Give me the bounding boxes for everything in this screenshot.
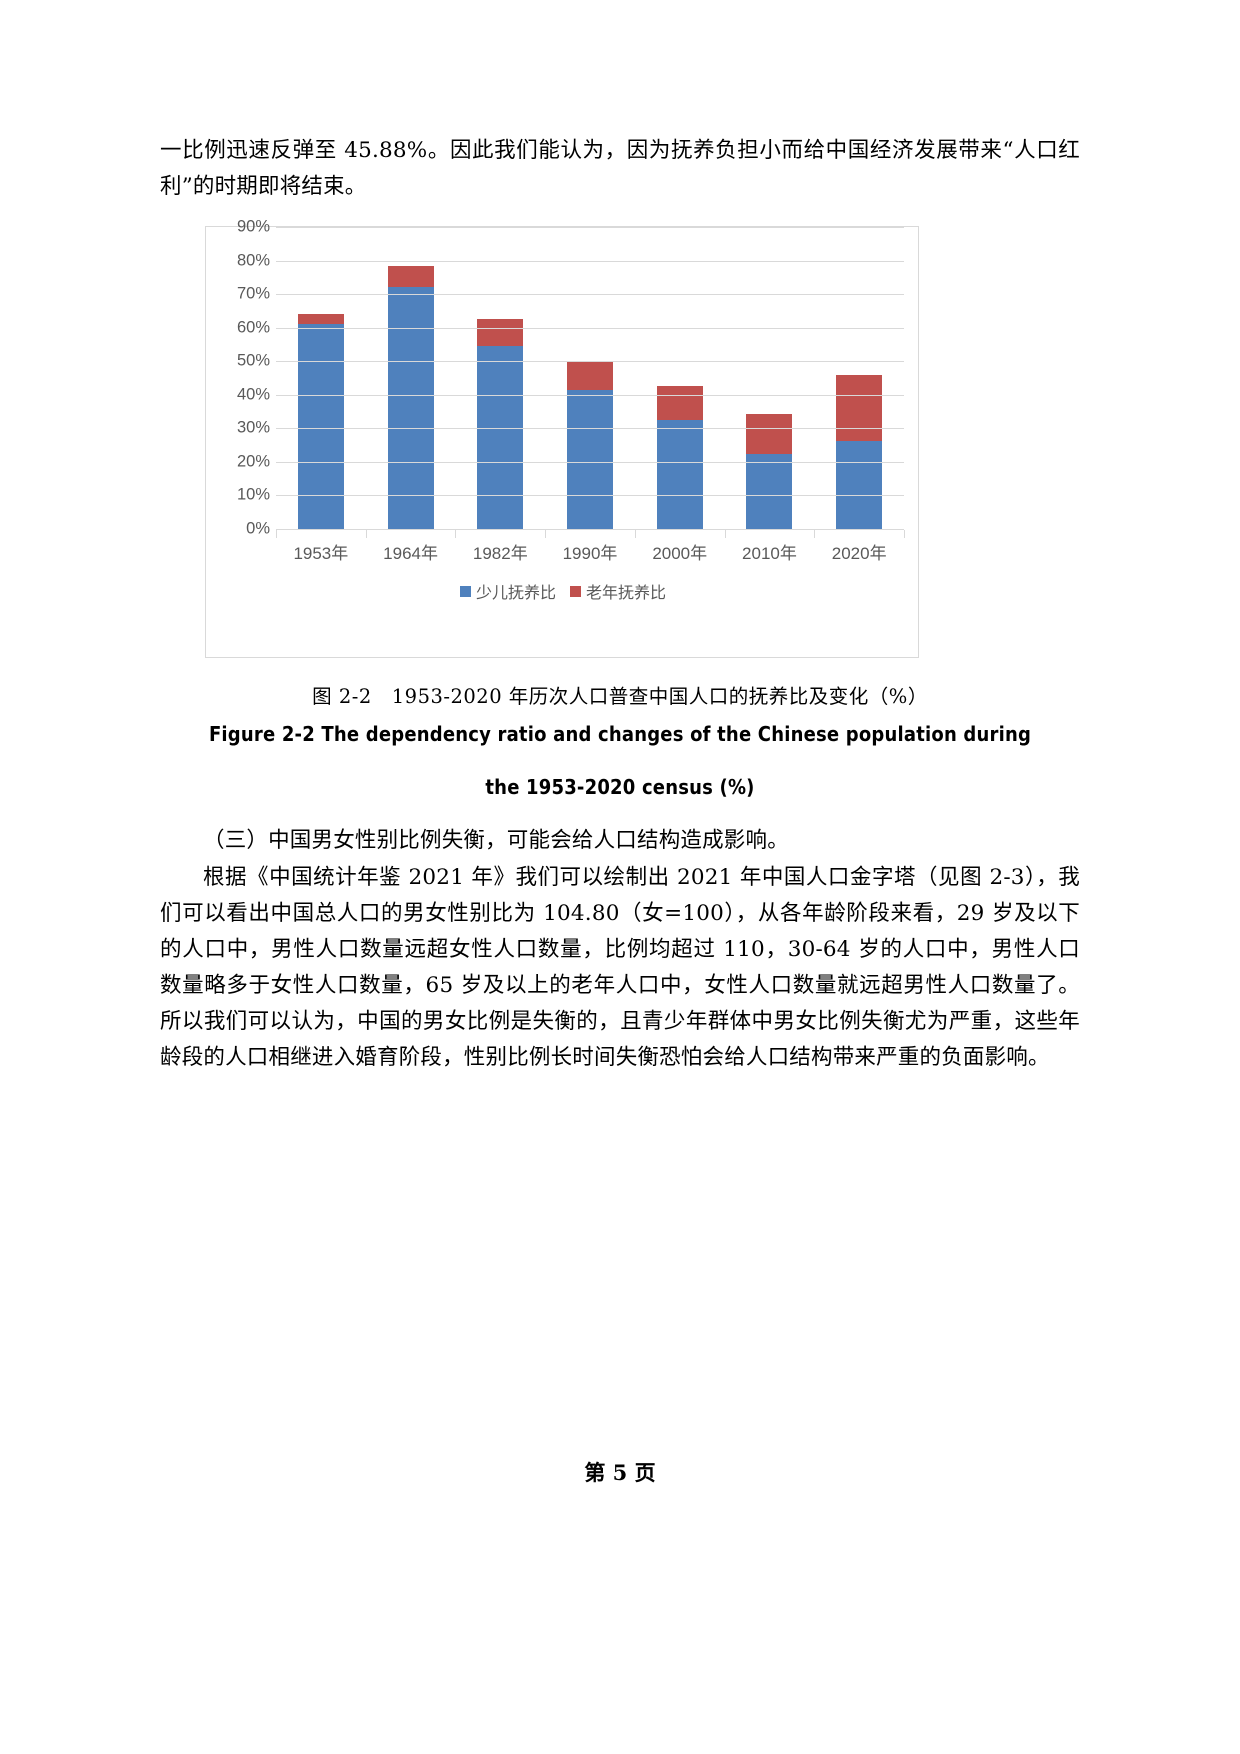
chart-gridline: [276, 294, 904, 296]
x-axis-category-label: 1982年: [472, 544, 528, 563]
bar-segment-child: [836, 441, 883, 529]
y-axis-tick-label: 0%: [246, 519, 270, 538]
legend-label: 少儿抚养比: [475, 585, 556, 602]
chart-gridline: [276, 394, 904, 396]
y-axis-tick-label: 80%: [236, 251, 270, 270]
x-axis-category-label: 1990年: [562, 544, 618, 563]
bar-segment-elderly: [477, 318, 524, 346]
bar-segment-child: [656, 419, 703, 529]
chart-bar-stack: [836, 375, 883, 529]
chart-plot-area: [276, 227, 904, 530]
y-axis-tick-label: 50%: [236, 351, 270, 370]
y-axis-tick-label: 10%: [236, 485, 270, 504]
chart-bar-slot: [635, 227, 725, 529]
bar-segment-elderly: [567, 361, 614, 390]
chart-bar-slot: [276, 227, 366, 529]
page-footer: 第 5 页: [584, 1460, 656, 1485]
y-axis-labels: 90% 80% 70% 60% 50% 40% 30% 20% 10% 0%: [218, 218, 270, 538]
figure-caption-english-line2: the 1953-2020 census (%): [485, 775, 755, 799]
chart-bar-stack: [387, 265, 434, 529]
chart-bar-stack: [567, 361, 614, 529]
legend-item: 少儿抚养比: [459, 579, 556, 603]
bar-segment-elderly: [836, 375, 883, 442]
x-axis-category-label: 2010年: [742, 544, 797, 563]
chart-plot-wrap: 90% 80% 70% 60% 50% 40% 30% 20% 10% 0% 1953年 1964年…: [206, 218, 920, 567]
y-axis-tick-label: 70%: [236, 284, 270, 303]
chart-bar-slot: [725, 227, 815, 529]
y-axis-tick-label: 40%: [236, 385, 270, 404]
x-axis-tick: [814, 530, 904, 538]
chart-bar-stack: [746, 414, 793, 529]
bar-segment-child: [297, 324, 344, 529]
legend-swatch-icon: [570, 585, 581, 597]
chart-gridline: [276, 227, 904, 228]
x-axis-tick: [724, 530, 815, 538]
chart-gridline: [276, 495, 904, 497]
x-axis-tick: [276, 530, 366, 538]
bar-segment-child: [746, 454, 793, 529]
legend-swatch-icon: [459, 585, 471, 597]
chart-bar-slot: [366, 227, 456, 529]
chart-bar-slot: [814, 227, 904, 529]
paragraph-main: 根据《中国统计年鉴 2021 年》我们可以绘制出 2021 年中国人口金字塔（见…: [160, 865, 1080, 1070]
paragraph-top: 一比例迅速反弹至 45.88%。因此我们能认为，因为抚养负担小而给中国经济发展带…: [160, 138, 1080, 199]
y-axis-tick-label: 90%: [236, 217, 270, 236]
legend-item: 老年抚养比: [570, 579, 666, 603]
chart-bars-row: [276, 227, 904, 529]
chart-bar-stack: [656, 386, 703, 529]
bar-segment-elderly: [656, 386, 703, 420]
x-axis-tick: [545, 530, 635, 538]
x-axis-labels: 1953年 1964年 1982年 1990年 2000年 2010年 2020年: [276, 539, 904, 564]
chart-bar-stack: [297, 314, 344, 529]
y-axis-tick-label: 60%: [236, 318, 270, 337]
chart-gridline: [276, 428, 904, 430]
chart-gridline: [276, 260, 904, 262]
chart-bar-slot: [455, 227, 545, 529]
bar-segment-child: [567, 389, 614, 529]
x-axis-category-label: 2000年: [652, 544, 708, 563]
x-axis-line: [276, 529, 904, 530]
section-heading: （三）中国男女性别比例失衡，可能会给人口结构造成影响。: [203, 828, 789, 853]
x-axis-ticks: [276, 530, 906, 538]
x-axis-tick: [455, 530, 545, 538]
y-axis-tick-label: 20%: [236, 452, 270, 471]
x-axis-tick: [365, 530, 456, 538]
x-axis-category-label: 1964年: [383, 544, 438, 563]
chart-gridline: [276, 327, 904, 329]
dependency-ratio-chart: 90% 80% 70% 60% 50% 40% 30% 20% 10% 0% 1953年 1964年…: [205, 218, 920, 658]
chart-gridline: [276, 461, 904, 463]
bar-segment-elderly: [746, 414, 793, 455]
bar-segment-elderly: [297, 314, 344, 325]
figure-caption-chinese: 图 2-2 1953-2020 年历次人口普查中国人口的抚养比及变化（%）: [312, 685, 928, 708]
chart-legend: 少儿抚养比 老年抚养比: [206, 579, 920, 603]
bar-segment-child: [387, 287, 434, 529]
chart-bar-slot: [545, 227, 635, 529]
chart-gridline: [276, 361, 904, 363]
y-axis-tick-label: 30%: [236, 418, 270, 437]
x-axis-category-label: 1953年: [293, 544, 349, 563]
x-axis-tick: [634, 530, 725, 538]
chart-bar-stack: [477, 318, 524, 529]
figure-caption-english-line1: Figure 2-2 The dependency ratio and chan…: [208, 722, 1032, 746]
x-axis-category-label: 2020年: [831, 544, 887, 563]
bar-segment-child: [477, 345, 524, 529]
legend-label: 老年抚养比: [586, 585, 667, 602]
bar-segment-elderly: [387, 265, 434, 288]
